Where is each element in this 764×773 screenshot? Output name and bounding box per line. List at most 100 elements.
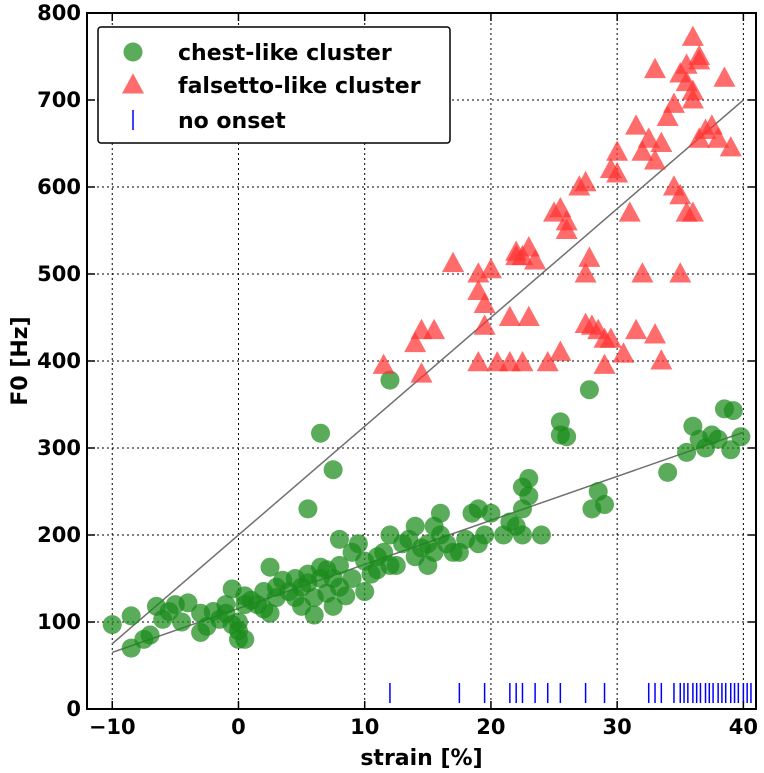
chest-point bbox=[579, 380, 599, 400]
falsetto-point bbox=[578, 246, 601, 267]
y-axis-label: F0 [Hz] bbox=[8, 316, 33, 405]
falsetto-point bbox=[650, 131, 673, 153]
falsetto-point bbox=[713, 66, 736, 87]
chest-point bbox=[102, 615, 122, 635]
y-tick-label: 700 bbox=[37, 88, 81, 112]
data-points bbox=[102, 25, 752, 703]
chest-point bbox=[519, 486, 539, 506]
chest-point bbox=[235, 629, 255, 649]
chest-point bbox=[323, 460, 343, 480]
chest-point bbox=[323, 596, 343, 616]
falsetto-point bbox=[644, 323, 667, 344]
chest-point bbox=[531, 525, 551, 545]
falsetto-point bbox=[707, 127, 730, 148]
falsetto-point bbox=[498, 305, 521, 327]
falsetto-point bbox=[549, 340, 572, 361]
chest-point bbox=[342, 569, 362, 588]
chest-point bbox=[721, 440, 741, 460]
x-tick-label: 40 bbox=[729, 715, 758, 739]
y-tick-label: 500 bbox=[37, 262, 81, 286]
chest-point bbox=[311, 423, 331, 443]
chest-point bbox=[658, 462, 678, 482]
falsetto-point bbox=[681, 25, 704, 46]
falsetto-point bbox=[644, 57, 667, 79]
falsetto-point bbox=[473, 292, 496, 313]
chest-point bbox=[708, 429, 728, 449]
falsetto-point bbox=[404, 331, 427, 353]
chest-point bbox=[216, 595, 236, 615]
chest-point bbox=[723, 401, 743, 421]
falsetto-point bbox=[479, 257, 502, 279]
falsetto-point bbox=[612, 342, 635, 363]
falsetto-point bbox=[473, 314, 496, 335]
falsetto-point bbox=[656, 105, 679, 126]
chest-point bbox=[260, 603, 280, 623]
fit-line bbox=[111, 99, 744, 645]
chest-point bbox=[329, 555, 349, 575]
falsetto-point bbox=[423, 318, 446, 340]
chest-point bbox=[348, 534, 368, 554]
legend-label: falsetto-like cluster bbox=[178, 74, 421, 99]
chest-point bbox=[475, 525, 495, 545]
chest-point bbox=[298, 499, 318, 519]
falsetto-point bbox=[517, 305, 540, 327]
falsetto-point bbox=[637, 127, 660, 148]
y-tick-label: 0 bbox=[66, 697, 81, 721]
falsetto-point bbox=[372, 353, 395, 374]
chest-point bbox=[121, 606, 141, 626]
falsetto-point bbox=[467, 350, 490, 372]
falsetto-point bbox=[555, 210, 578, 231]
x-tick-label: 30 bbox=[603, 715, 632, 739]
falsetto-point bbox=[631, 262, 654, 283]
x-tick-label: 20 bbox=[476, 715, 505, 739]
y-tick-label: 100 bbox=[37, 610, 81, 634]
falsetto-point bbox=[536, 350, 559, 372]
y-tick-label: 400 bbox=[37, 349, 81, 373]
chest-point bbox=[519, 468, 539, 488]
chest-point bbox=[405, 516, 425, 536]
falsetto-point bbox=[606, 140, 629, 161]
falsetto-point bbox=[442, 251, 465, 273]
falsetto-point bbox=[681, 79, 704, 100]
chest-point bbox=[304, 605, 324, 625]
falsetto-point bbox=[574, 170, 597, 192]
falsetto-point bbox=[644, 149, 667, 170]
falsetto-point bbox=[662, 92, 685, 113]
falsetto-point bbox=[669, 183, 692, 205]
chest-point bbox=[336, 586, 356, 606]
y-tick-label: 300 bbox=[37, 436, 81, 460]
falsetto-point bbox=[599, 327, 622, 348]
falsetto-point bbox=[625, 114, 648, 135]
falsetto-point bbox=[719, 136, 742, 157]
legend-marker-falsetto bbox=[122, 73, 144, 94]
legend: chest-like cluster falsetto-like cluster n… bbox=[97, 26, 451, 144]
falsetto-point bbox=[669, 262, 692, 283]
legend-label: chest-like cluster bbox=[178, 41, 392, 66]
chest-point bbox=[172, 612, 192, 632]
chest-point bbox=[430, 503, 450, 523]
chest-point bbox=[677, 442, 697, 462]
falsetto-point bbox=[625, 318, 648, 340]
falsetto-point bbox=[410, 362, 433, 383]
x-tick-label: 10 bbox=[350, 715, 379, 739]
chest-point bbox=[550, 412, 570, 432]
chest-point bbox=[380, 370, 400, 390]
legend-marker-chest bbox=[123, 42, 143, 62]
falsetto-point bbox=[631, 140, 654, 161]
chest-point bbox=[228, 612, 248, 632]
falsetto-point bbox=[618, 201, 641, 222]
chest-point bbox=[481, 503, 501, 523]
falsetto-point bbox=[511, 350, 534, 372]
y-tick-label: 600 bbox=[37, 175, 81, 199]
chest-point bbox=[355, 582, 375, 602]
x-axis-label: strain [%] bbox=[360, 746, 482, 771]
falsetto-point bbox=[650, 349, 673, 370]
falsetto-point bbox=[524, 249, 547, 270]
chest-point bbox=[260, 557, 280, 577]
falsetto-point bbox=[593, 353, 616, 374]
falsetto-point bbox=[688, 44, 711, 66]
chest-point bbox=[329, 529, 349, 549]
chest-point bbox=[731, 427, 751, 447]
